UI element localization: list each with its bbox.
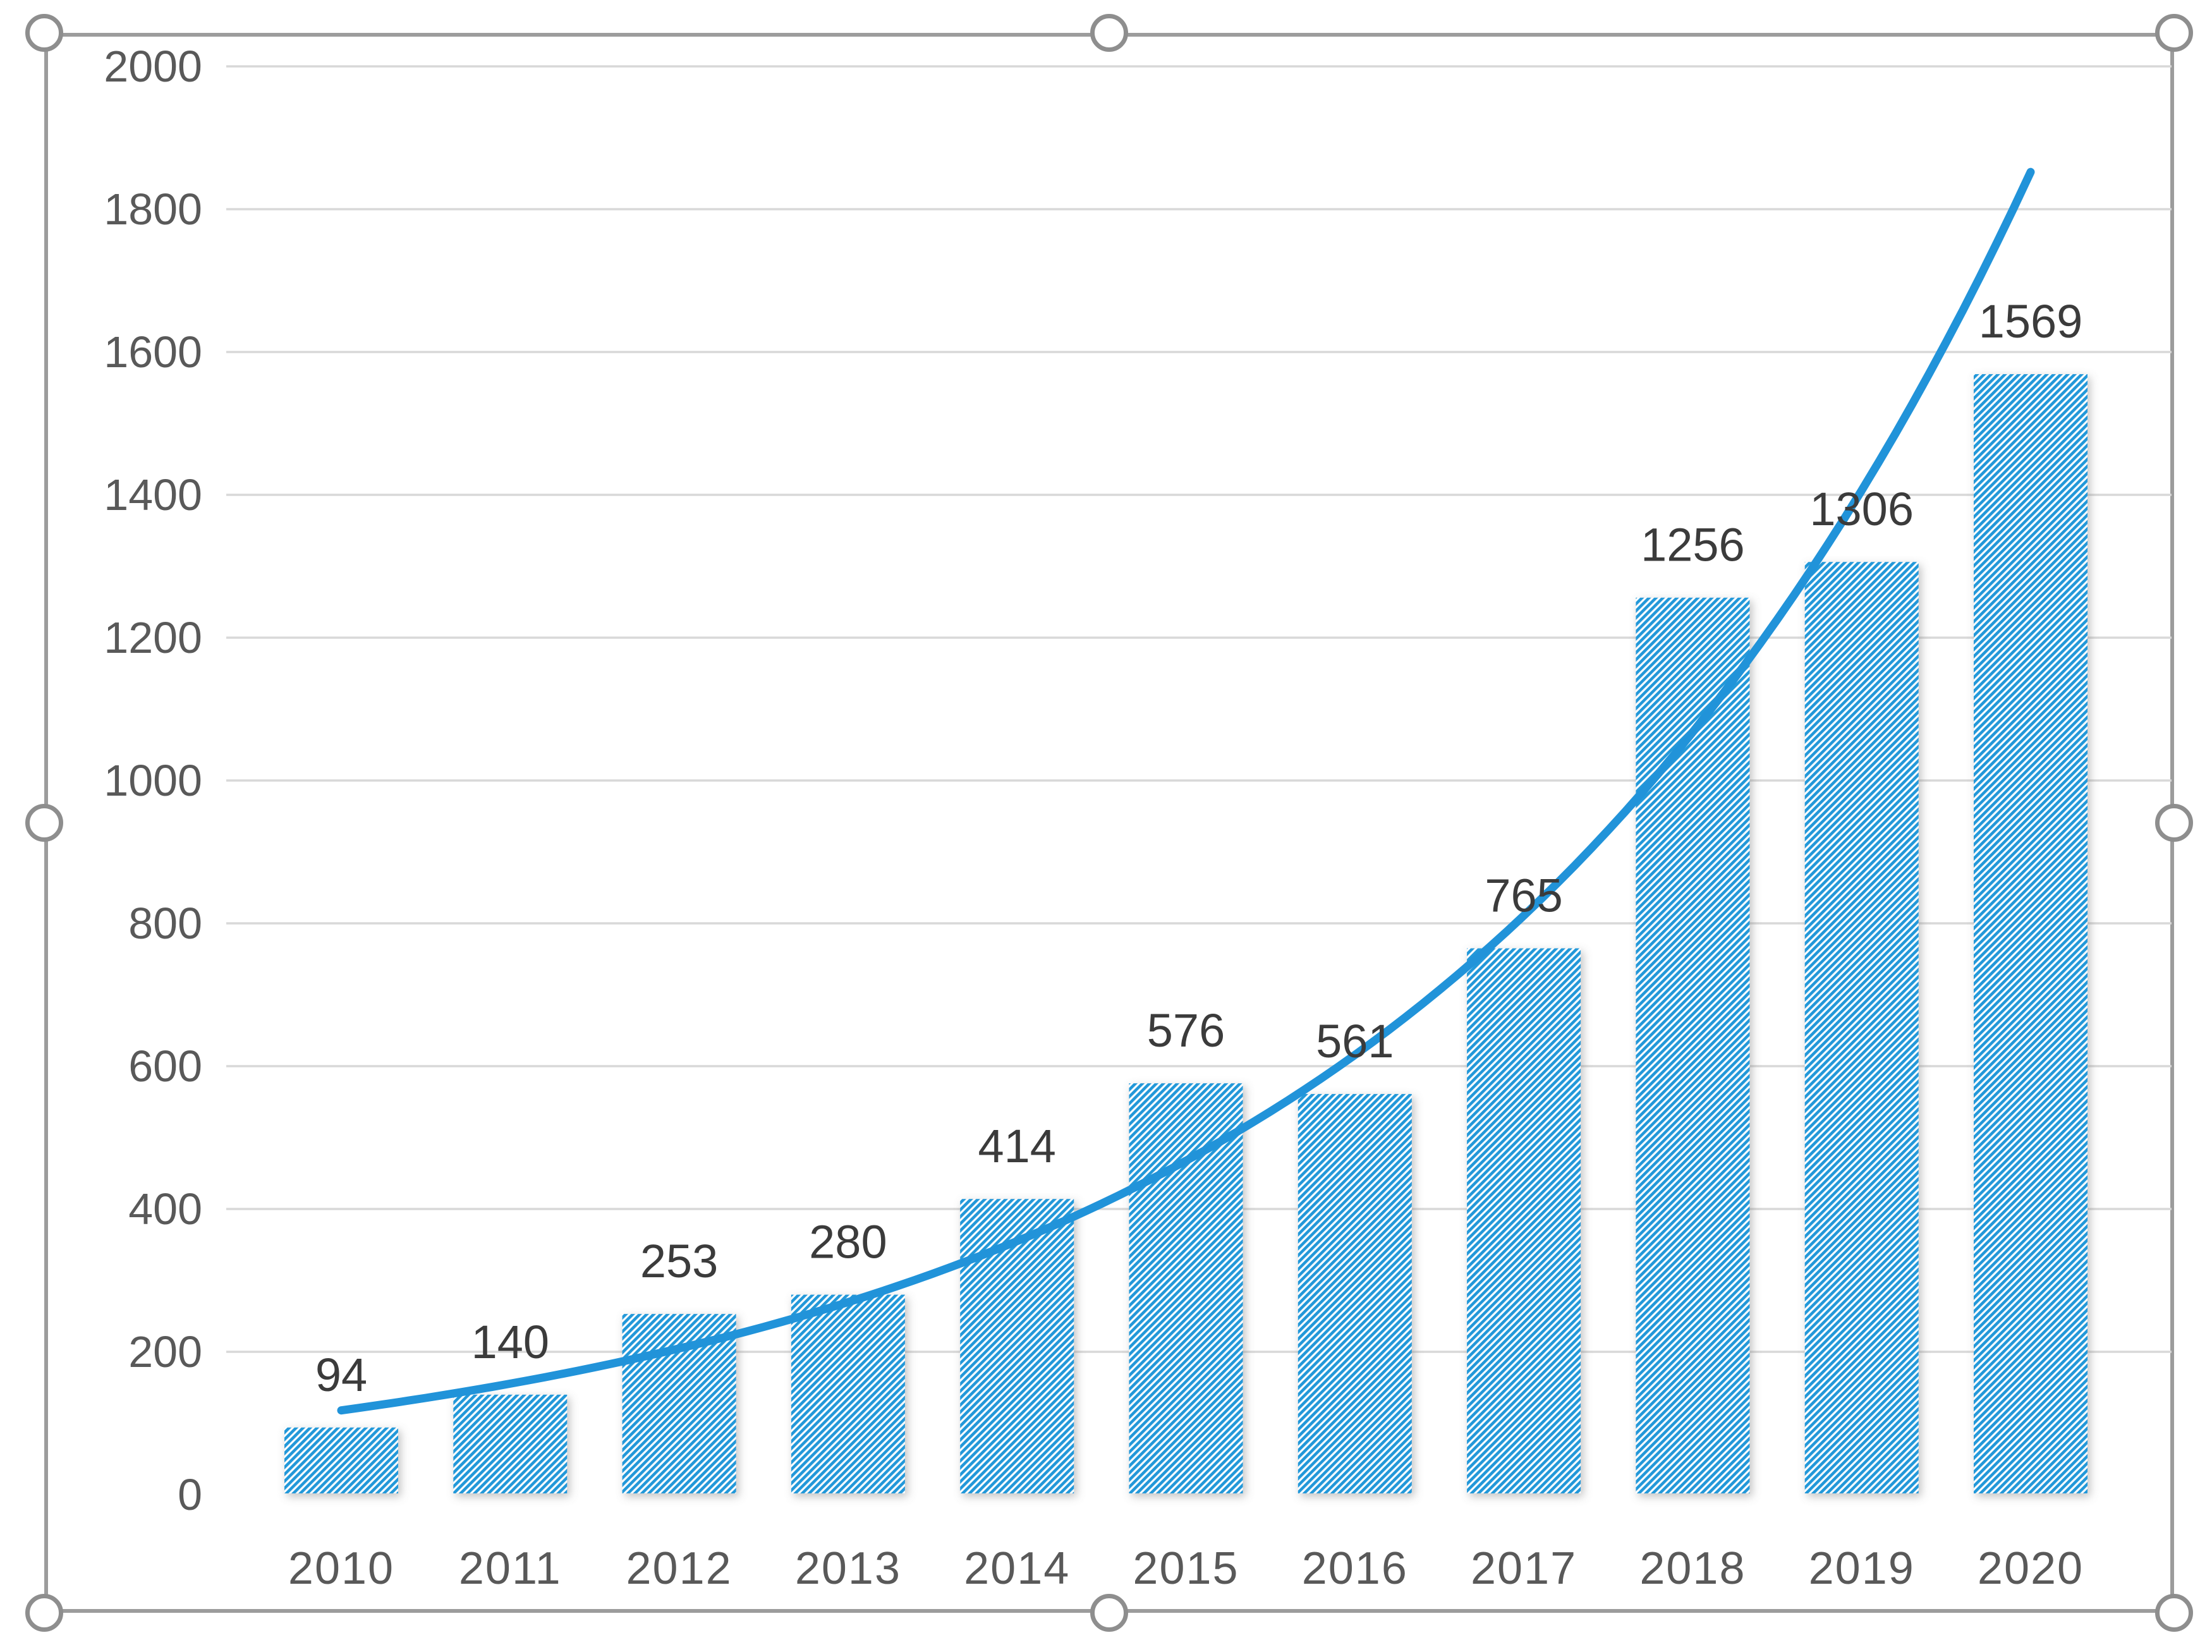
x-label-2012[interactable]: 2012 <box>626 1543 732 1594</box>
x-label-2015[interactable]: 2015 <box>1133 1543 1239 1594</box>
selection-handle-middle-right[interactable] <box>2155 804 2193 842</box>
y-tick-1000[interactable]: 1000 <box>104 756 202 805</box>
x-label-2011[interactable]: 2011 <box>459 1543 562 1594</box>
y-tick-800[interactable]: 800 <box>128 899 202 948</box>
bar-2017[interactable] <box>1467 948 1581 1493</box>
y-tick-400[interactable]: 400 <box>128 1184 202 1234</box>
data-label-2020[interactable]: 1569 <box>1979 295 2083 348</box>
bar-2016[interactable] <box>1297 1094 1412 1493</box>
bar-2020[interactable] <box>1974 374 2087 1493</box>
selection-handle-top-left[interactable] <box>25 14 63 52</box>
y-axis-labels[interactable]: 0 200 400 600 800 1000 1200 1400 1600 1800 2000 <box>104 42 202 1519</box>
data-label-2011[interactable]: 140 <box>471 1316 549 1368</box>
y-tick-1800[interactable]: 1800 <box>104 185 202 234</box>
bar-2018[interactable] <box>1636 597 1750 1493</box>
x-label-2014[interactable]: 2014 <box>964 1543 1070 1594</box>
x-label-2019[interactable]: 2019 <box>1809 1543 1915 1594</box>
x-label-2018[interactable]: 2018 <box>1639 1543 1746 1594</box>
x-label-2016[interactable]: 2016 <box>1302 1543 1408 1594</box>
x-axis-labels[interactable]: 2010 2011 2012 2013 2014 2015 2016 2017 2018 2019… <box>288 1543 2084 1594</box>
bar-series[interactable] <box>284 374 2087 1493</box>
y-tick-1400[interactable]: 1400 <box>104 470 202 519</box>
x-label-2020[interactable]: 2020 <box>1978 1543 2084 1594</box>
selection-handle-bottom-right[interactable] <box>2155 1594 2193 1632</box>
bar-2012[interactable] <box>622 1314 736 1493</box>
bar-2011[interactable] <box>453 1394 568 1493</box>
bar-2010[interactable] <box>284 1427 398 1493</box>
data-label-2012[interactable]: 253 <box>640 1235 718 1287</box>
x-label-2010[interactable]: 2010 <box>288 1543 394 1594</box>
bar-2013[interactable] <box>791 1294 905 1493</box>
x-label-2013[interactable]: 2013 <box>795 1543 901 1594</box>
data-label-2013[interactable]: 280 <box>809 1216 887 1268</box>
y-tick-0[interactable]: 0 <box>178 1470 202 1519</box>
data-label-2018[interactable]: 1256 <box>1641 519 1745 571</box>
data-labels[interactable]: 94 140 253 280 414 576 561 765 1256 1306 1569 <box>315 295 2082 1401</box>
y-tick-1200[interactable]: 1200 <box>104 613 202 662</box>
selection-handle-middle-left[interactable] <box>25 804 63 842</box>
x-label-2017[interactable]: 2017 <box>1471 1543 1577 1594</box>
data-label-2017[interactable]: 765 <box>1485 870 1562 922</box>
data-label-2014[interactable]: 414 <box>978 1120 1055 1172</box>
data-label-2016[interactable]: 561 <box>1316 1015 1394 1067</box>
bar-2019[interactable] <box>1804 562 1919 1493</box>
y-tick-1600[interactable]: 1600 <box>104 327 202 377</box>
data-label-2015[interactable]: 576 <box>1147 1004 1225 1057</box>
trend-line[interactable] <box>337 167 2035 1415</box>
bar-2015[interactable] <box>1129 1083 1243 1493</box>
data-label-2010[interactable]: 94 <box>315 1349 367 1401</box>
selection-handle-top-right[interactable] <box>2155 14 2193 52</box>
selection-handle-bottom-center[interactable] <box>1090 1594 1128 1632</box>
y-tick-600[interactable]: 600 <box>128 1042 202 1091</box>
data-label-2019[interactable]: 1306 <box>1809 483 1914 535</box>
selection-handle-top-center[interactable] <box>1090 14 1128 52</box>
y-tick-2000[interactable]: 2000 <box>104 42 202 91</box>
selection-handle-bottom-left[interactable] <box>25 1594 63 1632</box>
y-tick-200[interactable]: 200 <box>128 1327 202 1376</box>
bar-2014[interactable] <box>960 1199 1074 1493</box>
